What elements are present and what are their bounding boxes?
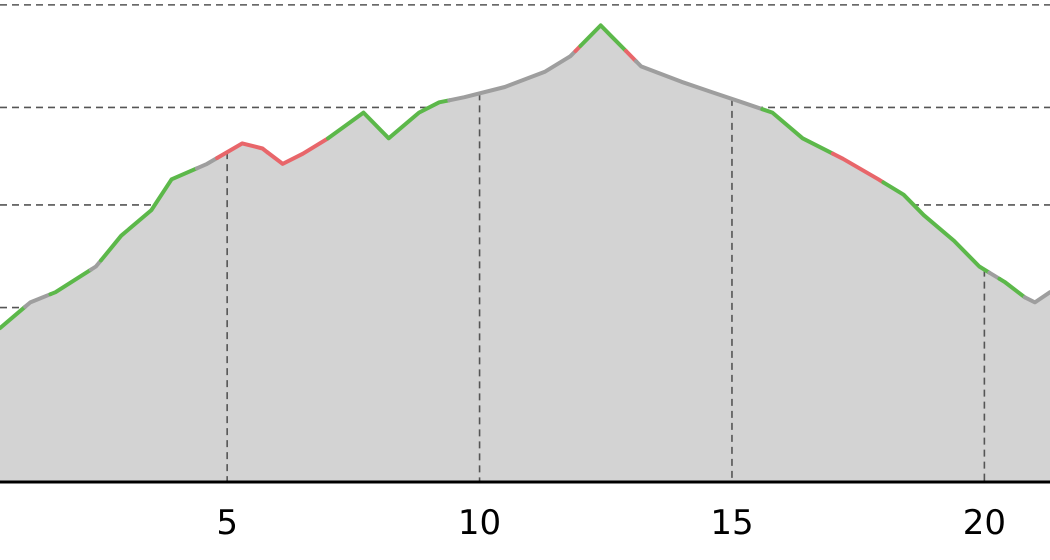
- profile-segment-uphill-2: [48, 267, 93, 297]
- profile-segment-flat-9: [447, 49, 578, 103]
- profile-segment-uphill-14: [760, 107, 835, 156]
- profile-segment-uphill-0: [0, 304, 28, 331]
- profile-segment-uphill-18: [997, 276, 1027, 300]
- profile-segment-steep-15: [830, 151, 886, 185]
- profile-segment-uphill-11: [578, 23, 628, 53]
- profile-line-layer: [0, 23, 1050, 331]
- profile-segment-flat-1: [23, 292, 53, 309]
- profile-segment-flat-13: [634, 59, 765, 112]
- x-tick-label-5: 5: [216, 503, 238, 543]
- profile-segment-uphill-16: [881, 180, 992, 275]
- profile-segment-flat-3: [88, 258, 103, 272]
- profile-segment-steep-7: [265, 136, 331, 166]
- profile-segment-uphill-8: [326, 98, 452, 141]
- profile-segment-uphill-4: [99, 166, 199, 263]
- area-layer: [0, 25, 1050, 483]
- elevation-area: [0, 25, 1050, 483]
- x-tick-label-15: 15: [710, 503, 753, 543]
- x-tick-label-10: 10: [458, 503, 501, 543]
- profile-segment-flat-5: [194, 156, 220, 171]
- x-tick-label-20: 20: [963, 503, 1006, 543]
- profile-segment-flat-19: [1022, 290, 1050, 305]
- x-axis: 5 10 15 20: [0, 480, 1050, 543]
- profile-segment-steep-12: [624, 49, 639, 64]
- profile-segment-steep-6: [215, 141, 270, 160]
